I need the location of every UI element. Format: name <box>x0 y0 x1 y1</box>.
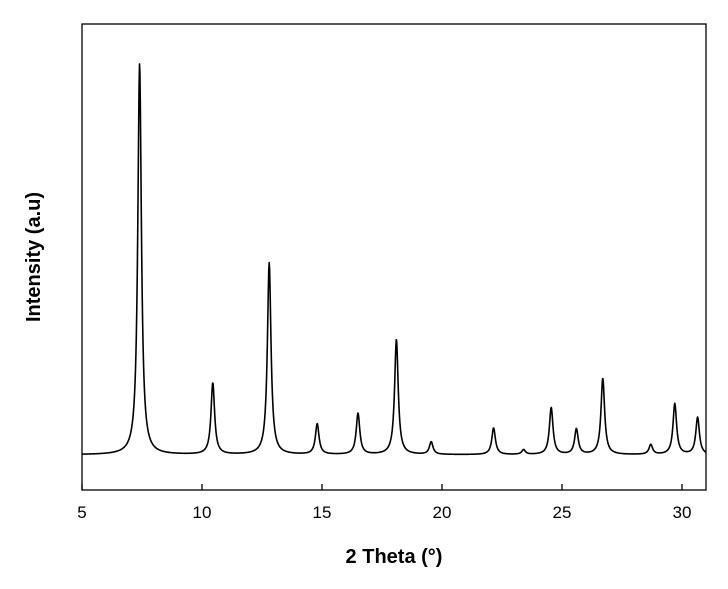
x-tick-label-5: 5 <box>77 503 86 522</box>
x-tick-label-30: 30 <box>673 503 692 522</box>
x-tick-label-25: 25 <box>553 503 572 522</box>
xrd-pattern-line <box>81 63 707 456</box>
x-axis-tick-labels: 5 10 15 20 25 30 <box>77 503 691 522</box>
x-tick-label-20: 20 <box>433 503 452 522</box>
y-axis-title: Intensity (a.u) <box>23 192 45 322</box>
x-tick-label-10: 10 <box>193 503 212 522</box>
plot-frame <box>81 23 707 491</box>
x-axis-ticks <box>81 484 683 490</box>
x-axis-title: 2 Theta (°) <box>346 546 443 568</box>
x-tick-label-15: 15 <box>313 503 332 522</box>
